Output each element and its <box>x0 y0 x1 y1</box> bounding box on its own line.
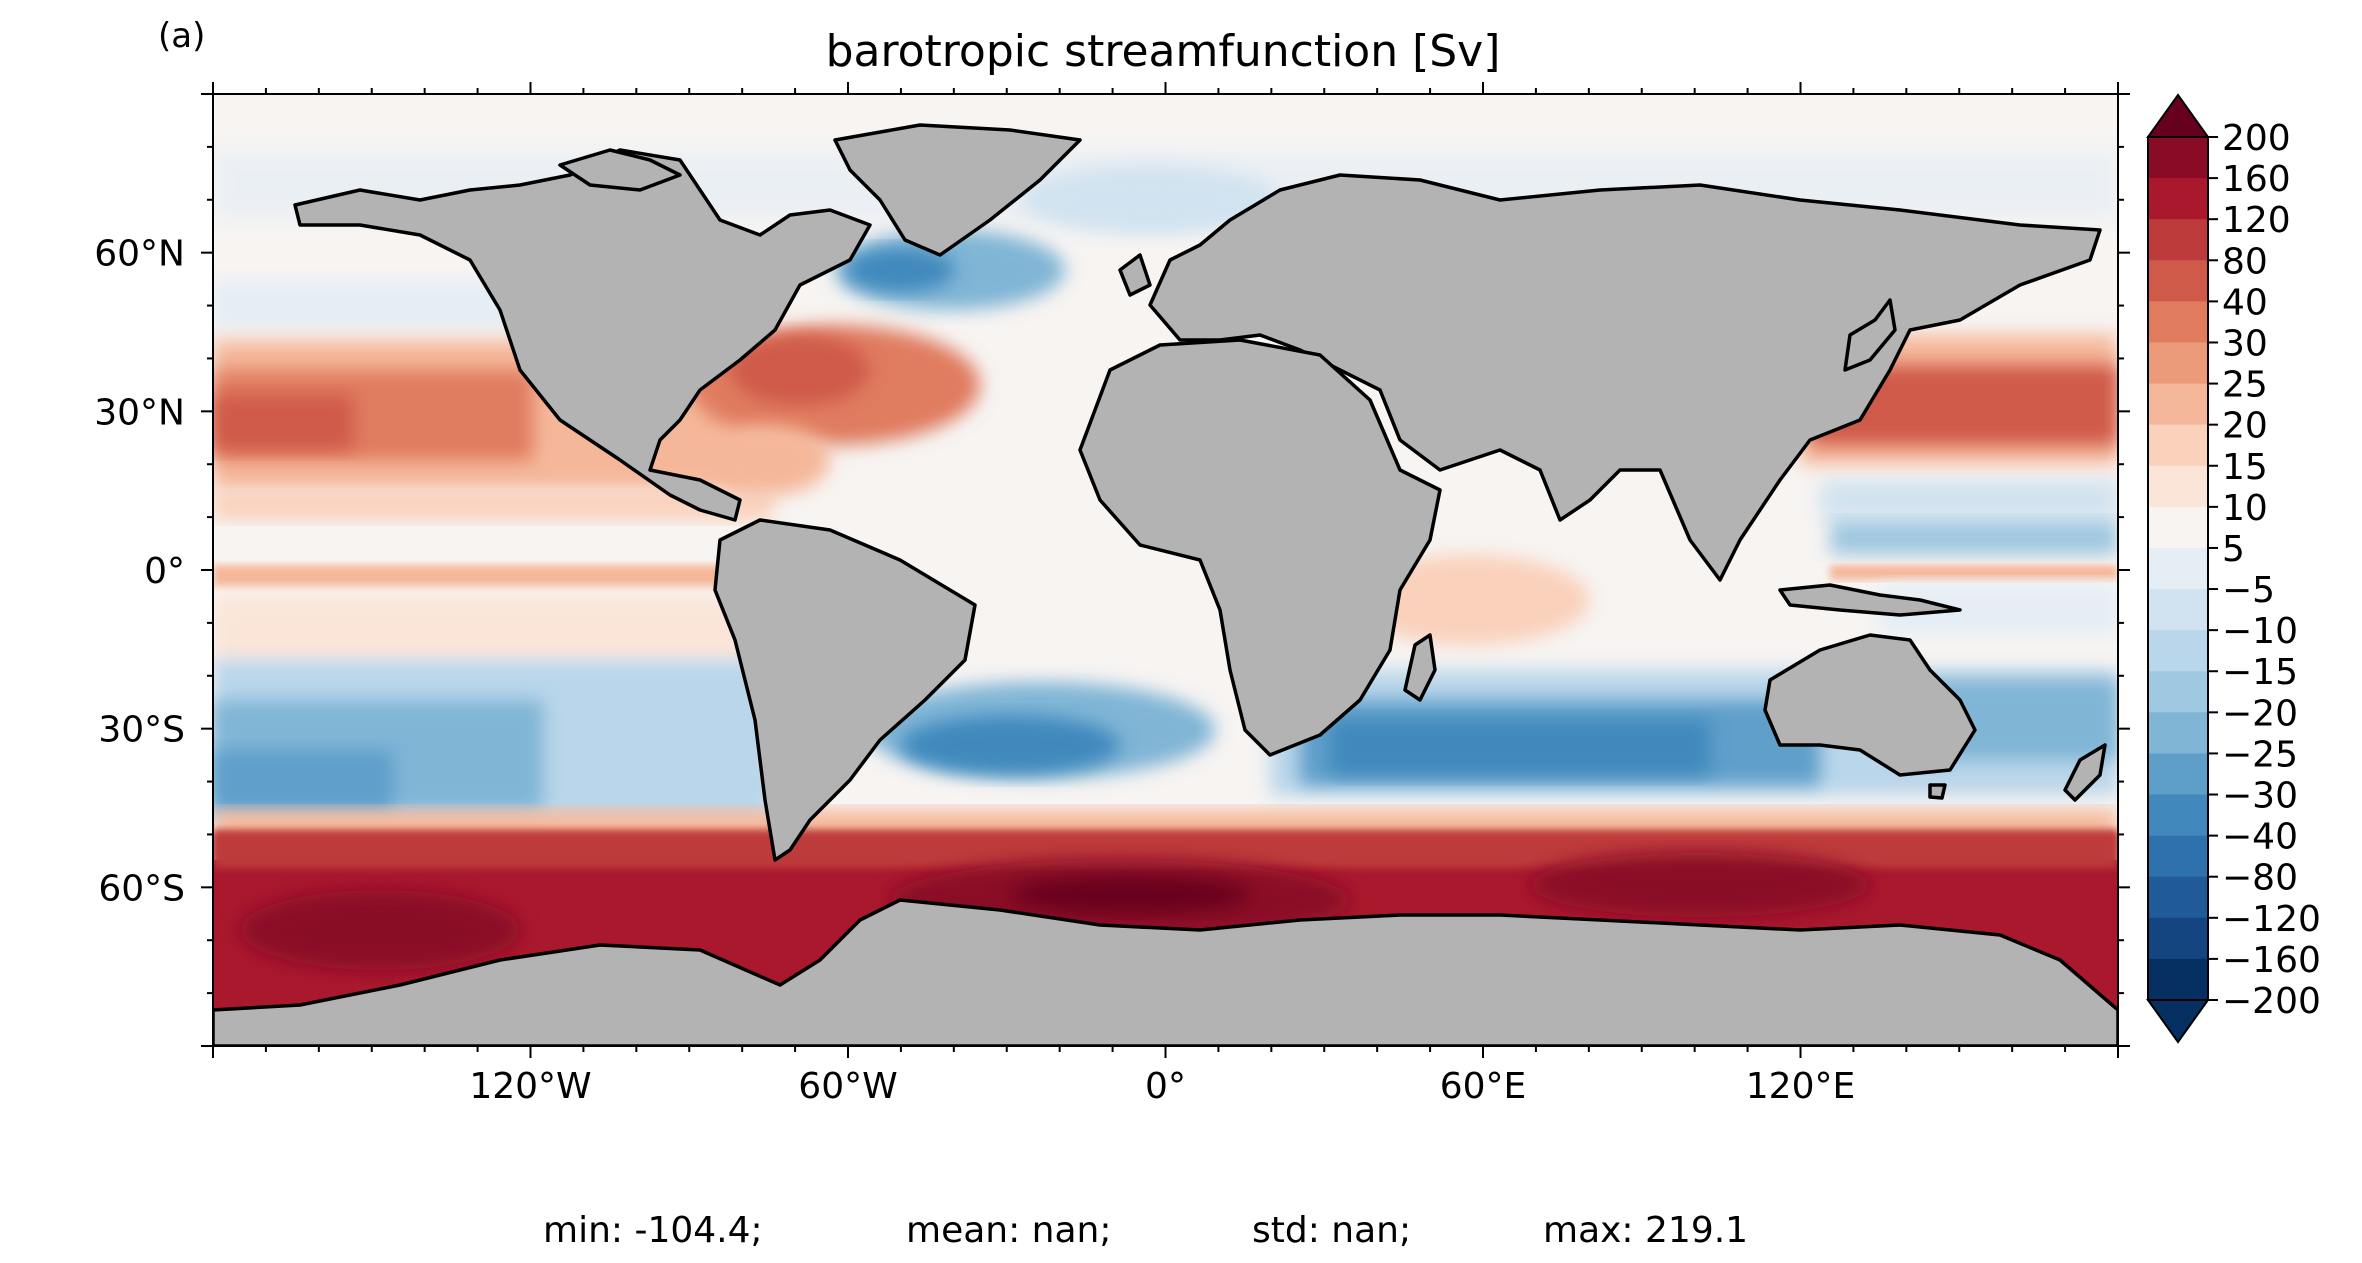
colorbar-segment <box>2148 753 2208 796</box>
colorbar-segment <box>2148 958 2208 1001</box>
land-masses <box>213 123 2118 1046</box>
colorbar-segment <box>2148 671 2208 713</box>
colorbar-label: 80 <box>2222 241 2268 282</box>
x-tick-label: 120°E <box>1746 1066 1855 1107</box>
colorbar-label: −200 <box>2222 981 2321 1022</box>
stat-std: std: nan; <box>1252 1210 1411 1251</box>
colorbar-segment <box>2148 342 2208 385</box>
y-tick-label: 0° <box>144 551 185 592</box>
x-axis: 120°W 60°W 0° 60°E 120°E <box>212 82 2119 1107</box>
colorbar-label: 25 <box>2222 365 2268 406</box>
colorbar-label: 5 <box>2222 529 2245 570</box>
colorbar-segment <box>2148 178 2208 220</box>
colorbar-label: 40 <box>2222 282 2268 323</box>
colorbar-label: 160 <box>2222 159 2291 200</box>
canadian-archipelago <box>558 148 682 192</box>
colorbar-label: 15 <box>2222 447 2268 488</box>
colorbar-segment <box>2148 301 2208 343</box>
colorbar-label: 20 <box>2222 406 2268 447</box>
stat-max: max: 219.1 <box>1543 1210 1748 1251</box>
colorbar-frame <box>2147 136 2209 1001</box>
colorbar-segment <box>2148 876 2208 919</box>
x-tick-label: 120°W <box>469 1066 591 1107</box>
y-tick-label: 30°S <box>98 710 185 751</box>
australia <box>1763 633 1977 777</box>
colorbar-extend-max <box>2146 93 2210 138</box>
colorbar-label: 10 <box>2222 488 2268 529</box>
stat-mean: mean: nan; <box>906 1210 1112 1251</box>
colorbar-segment <box>2148 630 2208 672</box>
colorbar-label: 30 <box>2222 323 2268 364</box>
colorbar-label: −5 <box>2222 570 2275 611</box>
tasmania <box>1928 783 1947 800</box>
madagascar <box>1403 633 1437 702</box>
british-isles <box>1118 253 1152 297</box>
y-tick-label: 60°S <box>98 868 185 909</box>
colorbar-label: −30 <box>2222 776 2298 817</box>
colorbar-segment <box>2148 835 2208 878</box>
y-tick-label: 30°N <box>94 392 185 433</box>
stat-min: min: -104.4; <box>543 1210 763 1251</box>
panel-label: (a) <box>158 16 205 56</box>
stats-line: min: -104.4; mean: nan; std: nan; max: 2… <box>543 1210 1748 1251</box>
y-axis: 60°N 30°N 0° 30°S 60°S <box>94 93 2130 1047</box>
colorbar-segment <box>2148 712 2208 754</box>
colorbar-segment <box>2148 465 2208 508</box>
colorbar-label: −20 <box>2222 693 2298 734</box>
eurasia <box>1148 173 2102 582</box>
greenland <box>833 123 1082 257</box>
map-title: barotropic streamfunction [Sv] <box>826 26 1501 77</box>
colorbar-label: −15 <box>2222 652 2298 693</box>
colorbar-segment <box>2148 506 2208 549</box>
colorbar-extend-min <box>2146 999 2210 1044</box>
colorbar-segment <box>2148 137 2208 179</box>
colorbar-label: −10 <box>2222 611 2298 652</box>
colorbar-segment <box>2148 794 2208 837</box>
colorbar-label: 200 <box>2222 118 2291 159</box>
colorbar-segment <box>2148 260 2208 302</box>
colorbar-label: 120 <box>2222 200 2291 241</box>
south-america <box>713 518 977 862</box>
colorbar-label: −160 <box>2222 940 2321 981</box>
map-area <box>213 94 2118 1046</box>
colorbar-label: −25 <box>2222 734 2298 775</box>
indonesia <box>1778 583 1962 617</box>
y-tick-label: 60°N <box>94 234 185 275</box>
colorbar-label: −80 <box>2222 858 2298 899</box>
japan <box>1843 298 1897 372</box>
x-tick-label: 60°W <box>798 1066 897 1107</box>
colorbar-segment <box>2148 219 2208 261</box>
new-zealand <box>2063 743 2107 802</box>
africa <box>1078 338 1442 757</box>
colorbar-segment <box>2148 383 2208 426</box>
antarctica <box>213 898 2118 1046</box>
colorbar-segment <box>2148 917 2208 960</box>
colorbar-segment <box>2148 547 2208 590</box>
x-tick-label: 60°E <box>1440 1066 1527 1107</box>
colorbar-segment <box>2148 424 2208 467</box>
x-tick-label: 0° <box>1145 1066 1186 1107</box>
colorbar-label: −120 <box>2222 899 2321 940</box>
colorbar: 200160120804030252015105−5−10−15−20−25−3… <box>2146 93 2321 1044</box>
colorbar-label: −40 <box>2222 817 2298 858</box>
colorbar-segment <box>2148 589 2208 631</box>
